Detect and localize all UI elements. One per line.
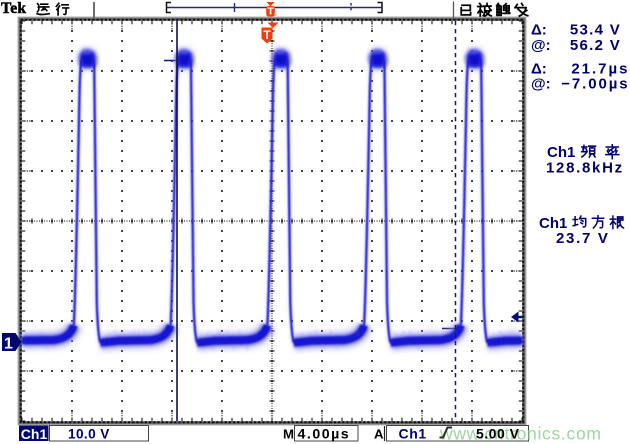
svg-text:Ch1: Ch1 <box>539 215 567 232</box>
svg-text:10.0 V: 10.0 V <box>68 427 110 442</box>
svg-text:Ch1: Ch1 <box>21 426 48 442</box>
svg-text:T: T <box>267 6 274 18</box>
svg-text:23.7 V: 23.7 V <box>556 230 610 247</box>
svg-text:4.00µs: 4.00µs <box>298 427 351 443</box>
svg-text:Ch1: Ch1 <box>547 144 575 161</box>
svg-text:www.cntronics.com: www.cntronics.com <box>439 424 602 444</box>
svg-text:Tek: Tek <box>1 0 26 17</box>
svg-text:5.00 V: 5.00 V <box>476 426 520 442</box>
svg-text:1: 1 <box>4 336 13 353</box>
svg-text:M: M <box>283 427 294 442</box>
svg-text:Δ:: Δ: <box>531 61 547 78</box>
svg-text:@:: @: <box>531 76 551 93</box>
svg-text:A: A <box>374 427 384 442</box>
svg-text:21.7µs: 21.7µs <box>571 61 629 78</box>
svg-text:T: T <box>263 28 271 42</box>
svg-text:−7.00µs: −7.00µs <box>561 76 629 93</box>
svg-text:Ch1: Ch1 <box>399 426 427 442</box>
svg-text:56.2 V: 56.2 V <box>570 37 621 54</box>
svg-text:53.4 V: 53.4 V <box>570 22 621 39</box>
svg-text:128.8kHz: 128.8kHz <box>546 160 624 177</box>
svg-text:Δ:: Δ: <box>531 22 547 39</box>
svg-text:@:: @: <box>531 37 551 54</box>
